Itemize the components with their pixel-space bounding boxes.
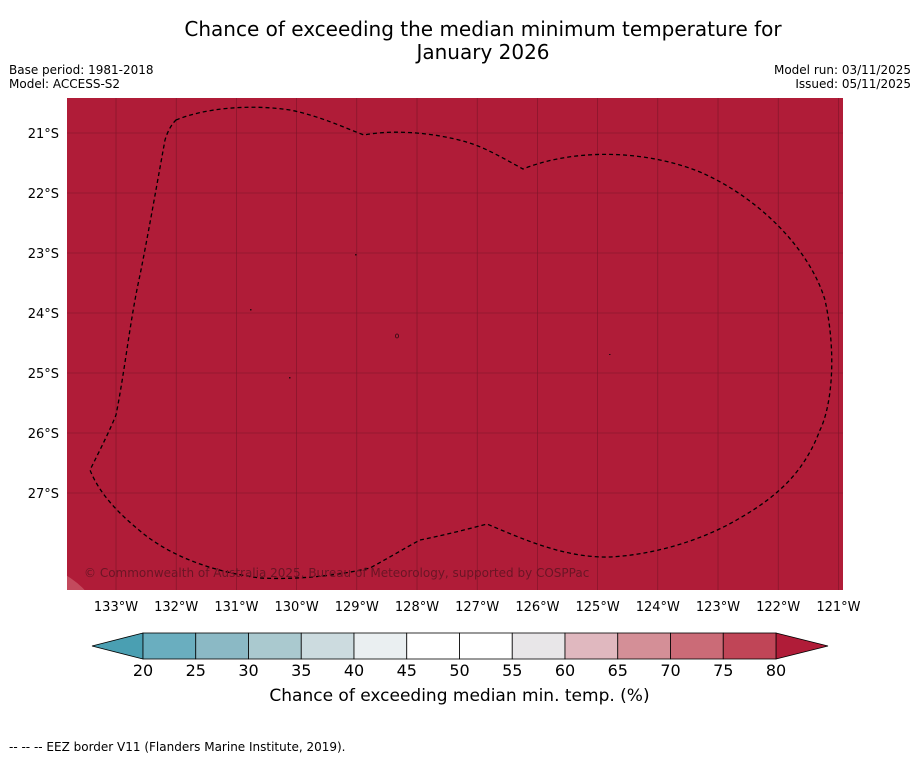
lon-label: 132°W — [154, 600, 198, 615]
coastline-fragment — [67, 575, 85, 590]
map-area — [67, 98, 843, 590]
colorbar-tick: 75 — [713, 661, 733, 680]
chart-title: Chance of exceeding the median minimum t… — [0, 18, 919, 64]
colorbar-tick: 50 — [449, 661, 469, 680]
map-figure: © Commonwealth of Australia 2025, Bureau… — [28, 98, 861, 680]
lat-label: 27°S — [28, 487, 59, 502]
colorbar-high-extend — [775, 632, 829, 660]
meta-right: Model run: 03/11/2025 Issued: 05/11/2025 — [774, 63, 911, 91]
map-gridlines — [67, 98, 843, 590]
lon-label: 133°W — [94, 600, 138, 615]
lon-label: 124°W — [636, 600, 680, 615]
lat-label: 23°S — [28, 247, 59, 262]
colorbar-bin — [406, 632, 460, 660]
colorbar-bin — [511, 632, 566, 660]
colorbar-tick: 20 — [133, 661, 153, 680]
colorbar-bin — [353, 632, 408, 660]
model-run: Model run: 03/11/2025 — [773, 63, 911, 77]
footer-legend: -- -- -- EEZ border V11 (Flanders Marine… — [9, 740, 346, 754]
colorbar-label: Chance of exceeding median min. temp. (%… — [269, 686, 650, 706]
colorbar-tick: 35 — [291, 661, 311, 680]
issued-date: Issued: 05/11/2025 — [795, 77, 911, 91]
colorbar-bin — [248, 632, 302, 660]
lon-label: 127°W — [455, 600, 499, 615]
colorbar-bin — [195, 632, 249, 660]
colorbar-bin — [722, 632, 777, 660]
lat-label: 21°S — [28, 127, 59, 142]
island-marker — [609, 354, 611, 355]
colorbar-low-extend — [91, 632, 144, 660]
copyright-notice: © Commonwealth of Australia 2025, Bureau… — [84, 566, 589, 580]
colorbar-bin — [564, 632, 619, 660]
colorbar-tick: 45 — [397, 661, 417, 680]
lon-label: 122°W — [756, 600, 800, 615]
colorbar-tick: 40 — [344, 661, 364, 680]
colorbar-bin — [670, 632, 724, 660]
lon-label: 123°W — [696, 600, 740, 615]
lon-label: 121°W — [816, 600, 860, 615]
colorbar-tick: 65 — [608, 661, 628, 680]
lon-label: 128°W — [395, 600, 439, 615]
colorbar-tick: 80 — [766, 661, 786, 680]
colorbar-tick: 30 — [238, 661, 258, 680]
colorbar-bin — [459, 632, 513, 660]
lat-label: 25°S — [28, 367, 59, 382]
title-line-2: January 2026 — [416, 40, 550, 64]
colorbar-tick: 60 — [555, 661, 575, 680]
island-markers — [250, 254, 611, 379]
lat-label: 26°S — [28, 427, 59, 442]
lon-label: 130°W — [275, 600, 319, 615]
title-line-1: Chance of exceeding the median minimum t… — [184, 17, 782, 41]
lat-label: 22°S — [28, 187, 59, 202]
lon-label: 129°W — [335, 600, 379, 615]
island-marker — [250, 309, 252, 311]
eez-border — [89, 106, 833, 580]
model-name: Model: ACCESS-S2 — [9, 77, 121, 91]
lat-label: 24°S — [28, 307, 59, 322]
colorbar: 20 25 30 35 40 45 50 55 60 65 70 75 80 — [91, 632, 829, 680]
base-period: Base period: 1981-2018 — [9, 63, 154, 77]
latitude-labels: 21°S 22°S 23°S 24°S 25°S 26°S 27°S — [28, 127, 59, 502]
island-marker — [289, 377, 291, 379]
colorbar-tick: 55 — [502, 661, 522, 680]
colorbar-bin — [142, 632, 197, 660]
meta-left: Base period: 1981-2018 Model: ACCESS-S2 — [9, 63, 154, 91]
colorbar-bin — [300, 632, 355, 660]
island-marker — [355, 254, 357, 256]
island-marker — [394, 333, 399, 339]
lon-label: 125°W — [576, 600, 620, 615]
longitude-labels: 133°W 132°W 131°W 130°W 129°W 128°W 127°W 126°W… — [94, 600, 861, 615]
lon-label: 126°W — [515, 600, 559, 615]
colorbar-tick: 70 — [660, 661, 680, 680]
colorbar-tick: 25 — [186, 661, 206, 680]
lon-label: 131°W — [214, 600, 258, 615]
colorbar-bin — [617, 632, 671, 660]
